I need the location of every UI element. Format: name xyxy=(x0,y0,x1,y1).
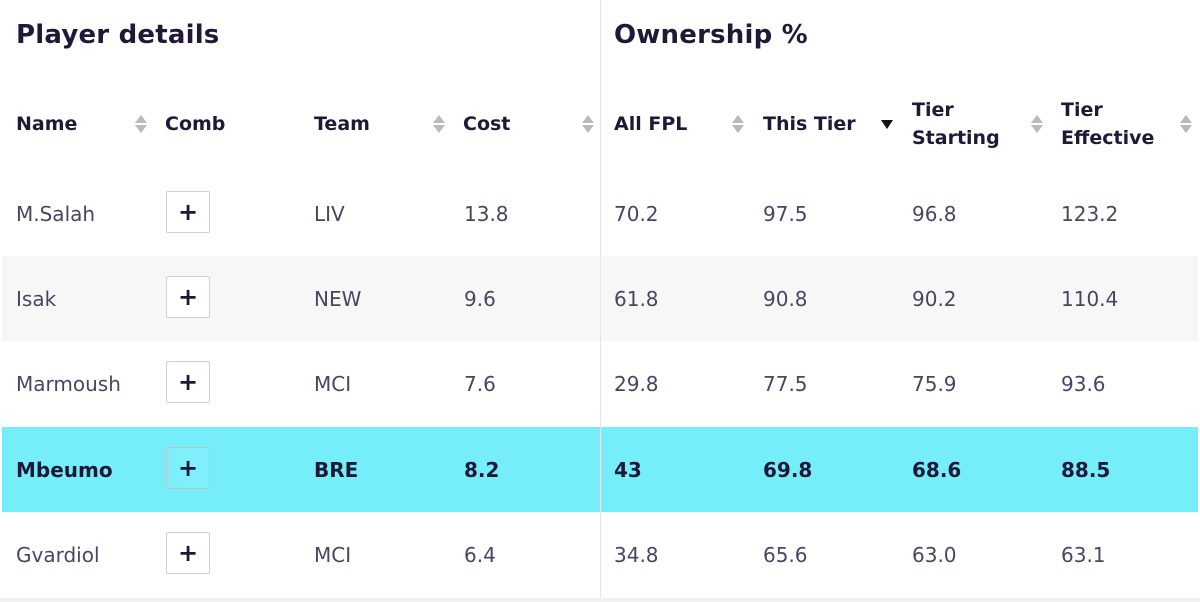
table-row[interactable]: M.Salah + LIV 13.8 70.2 97.5 96.8 123.2 xyxy=(2,171,1198,256)
ownership-this-tier: 90.8 xyxy=(763,286,808,311)
player-cost: 13.8 xyxy=(464,201,509,226)
player-cost: 8.2 xyxy=(464,457,500,482)
sort-this-tier-active-icon[interactable] xyxy=(880,104,894,144)
add-to-comb-button[interactable]: + xyxy=(166,532,210,574)
ownership-all-fpl: 61.8 xyxy=(614,286,659,311)
ownership-all-fpl: 34.8 xyxy=(614,542,659,567)
column-header-label: Tier Starting xyxy=(912,99,1000,149)
player-name: Marmoush xyxy=(16,371,121,396)
column-header-tier-starting[interactable]: Tier Starting xyxy=(912,90,1000,158)
ownership-this-tier: 77.5 xyxy=(763,371,808,396)
player-cost: 6.4 xyxy=(464,542,496,567)
sort-tier-starting-icon[interactable] xyxy=(1030,104,1044,144)
column-header-label: All FPL xyxy=(614,113,688,135)
column-header-tier-effective[interactable]: Tier Effective xyxy=(1061,90,1154,158)
ownership-title: Ownership % xyxy=(614,20,808,50)
player-team: NEW xyxy=(314,286,362,311)
column-header-comb: Comb xyxy=(165,90,225,158)
table-row[interactable]: Marmoush + MCI 7.6 29.8 77.5 75.9 93.6 xyxy=(2,341,1198,426)
player-name: M.Salah xyxy=(16,201,96,226)
ownership-all-fpl: 43 xyxy=(614,457,642,482)
ownership-tier-effective: 123.2 xyxy=(1061,201,1119,226)
ownership-this-tier: 65.6 xyxy=(763,542,808,567)
column-header-label: Name xyxy=(16,113,78,135)
sort-tier-effective-icon[interactable] xyxy=(1179,104,1193,144)
add-to-comb-button[interactable]: + xyxy=(166,361,210,403)
column-header-cost[interactable]: Cost xyxy=(463,90,510,158)
sort-cost-icon[interactable] xyxy=(581,104,595,144)
player-cost: 7.6 xyxy=(464,371,496,396)
ownership-tier-starting: 63.0 xyxy=(912,542,957,567)
add-to-comb-button[interactable]: + xyxy=(166,276,210,318)
ownership-tier-effective: 93.6 xyxy=(1061,371,1106,396)
ownership-tier-starting: 75.9 xyxy=(912,371,957,396)
ownership-tier-starting: 96.8 xyxy=(912,201,957,226)
sort-all-fpl-icon[interactable] xyxy=(731,104,745,144)
column-header-label: This Tier xyxy=(763,113,856,135)
sort-name-icon[interactable] xyxy=(134,104,148,144)
add-to-comb-button[interactable]: + xyxy=(166,191,210,233)
add-to-comb-button[interactable]: + xyxy=(166,447,210,489)
player-name: Mbeumo xyxy=(16,457,113,482)
ownership-tier-effective: 63.1 xyxy=(1061,542,1106,567)
table-row[interactable]: Gvardiol + MCI 6.4 34.8 65.6 63.0 63.1 xyxy=(2,512,1198,597)
ownership-tier-effective: 110.4 xyxy=(1061,286,1119,311)
ownership-this-tier: 69.8 xyxy=(763,457,813,482)
column-header-all-fpl[interactable]: All FPL xyxy=(614,90,687,158)
column-header-label: Tier Effective xyxy=(1061,99,1155,149)
section-divider xyxy=(600,0,601,602)
ownership-tier-effective: 88.5 xyxy=(1061,457,1111,482)
column-header-label: Comb xyxy=(165,113,226,135)
player-name: Isak xyxy=(16,286,57,311)
player-name: Gvardiol xyxy=(16,542,100,567)
ownership-tier-starting: 68.6 xyxy=(912,457,962,482)
column-header-label: Team xyxy=(314,113,370,135)
column-header-team[interactable]: Team xyxy=(314,90,370,158)
player-cost: 9.6 xyxy=(464,286,496,311)
player-details-title: Player details xyxy=(16,20,220,50)
ownership-all-fpl: 29.8 xyxy=(614,371,659,396)
column-header-name[interactable]: Name xyxy=(16,90,77,158)
column-header-this-tier[interactable]: This Tier xyxy=(763,90,856,158)
player-team: MCI xyxy=(314,542,352,567)
ownership-all-fpl: 70.2 xyxy=(614,201,659,226)
table-bottom-border xyxy=(0,598,1200,602)
sort-team-icon[interactable] xyxy=(432,104,446,144)
column-header-label: Cost xyxy=(463,113,511,135)
ownership-this-tier: 97.5 xyxy=(763,201,808,226)
player-team: MCI xyxy=(314,371,352,396)
ownership-tier-starting: 90.2 xyxy=(912,286,957,311)
player-team: BRE xyxy=(314,457,359,482)
player-team: LIV xyxy=(314,201,345,226)
